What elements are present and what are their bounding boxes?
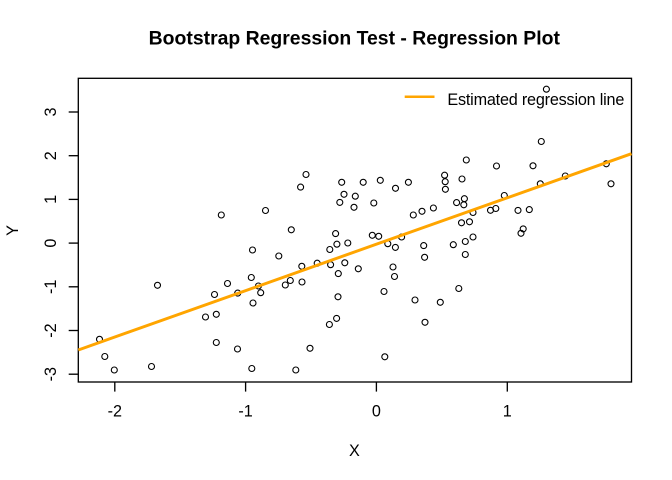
- svg-text:-1: -1: [238, 403, 252, 421]
- svg-text:1: 1: [503, 403, 512, 421]
- svg-text:-1: -1: [42, 280, 60, 294]
- svg-text:-2: -2: [42, 323, 60, 337]
- svg-text:Estimated regression line: Estimated regression line: [447, 91, 624, 109]
- svg-text:Bootstrap Regression Test - Re: Bootstrap Regression Test - Regression P…: [149, 27, 561, 49]
- svg-text:-2: -2: [108, 403, 122, 421]
- svg-text:2: 2: [42, 151, 60, 160]
- svg-text:X: X: [349, 442, 360, 460]
- svg-text:-3: -3: [42, 367, 60, 381]
- svg-text:0: 0: [372, 403, 381, 421]
- svg-text:0: 0: [42, 239, 60, 248]
- svg-text:Y: Y: [4, 225, 22, 236]
- svg-text:1: 1: [42, 195, 60, 204]
- svg-text:3: 3: [42, 107, 60, 116]
